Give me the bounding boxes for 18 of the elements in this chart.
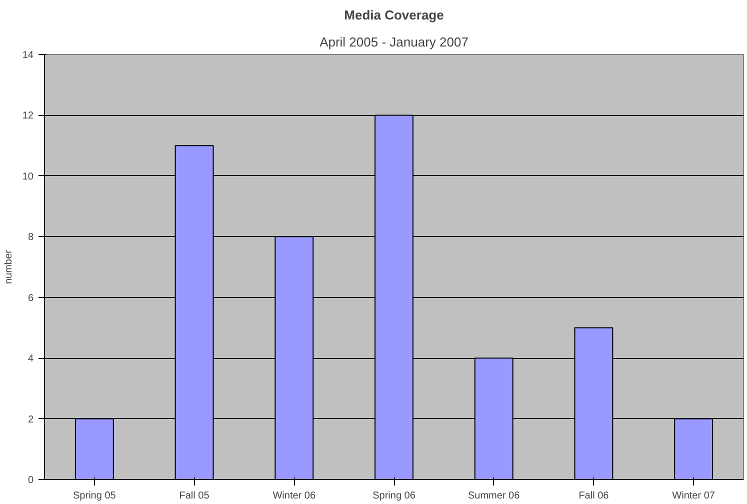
- x-tick-label: Spring 05: [73, 490, 116, 502]
- y-tick-label: 14: [22, 50, 34, 61]
- y-tick-label: 10: [22, 171, 34, 182]
- y-tick-label: 2: [28, 414, 34, 426]
- x-tick-label: Spring 06: [372, 490, 416, 502]
- y-tick-label: 6: [28, 292, 34, 304]
- y-tick-label: 0: [28, 475, 34, 486]
- x-tick-label: Summer 06: [468, 490, 520, 502]
- y-tick-label: 8: [28, 232, 34, 244]
- chart-subtitle: April 2005 - January 2007: [320, 34, 468, 50]
- x-tick-label: Fall 06: [578, 490, 610, 502]
- x-tick-label: Fall 05: [179, 490, 210, 502]
- y-axis-title: number: [3, 249, 14, 284]
- x-tick-label: Winter 06: [272, 490, 316, 502]
- x-tick-label: Winter 07: [672, 490, 716, 502]
- y-tick-label: 4: [28, 354, 34, 365]
- chart-title: Media Coverage: [344, 8, 444, 22]
- y-tick-label: 12: [22, 110, 34, 122]
